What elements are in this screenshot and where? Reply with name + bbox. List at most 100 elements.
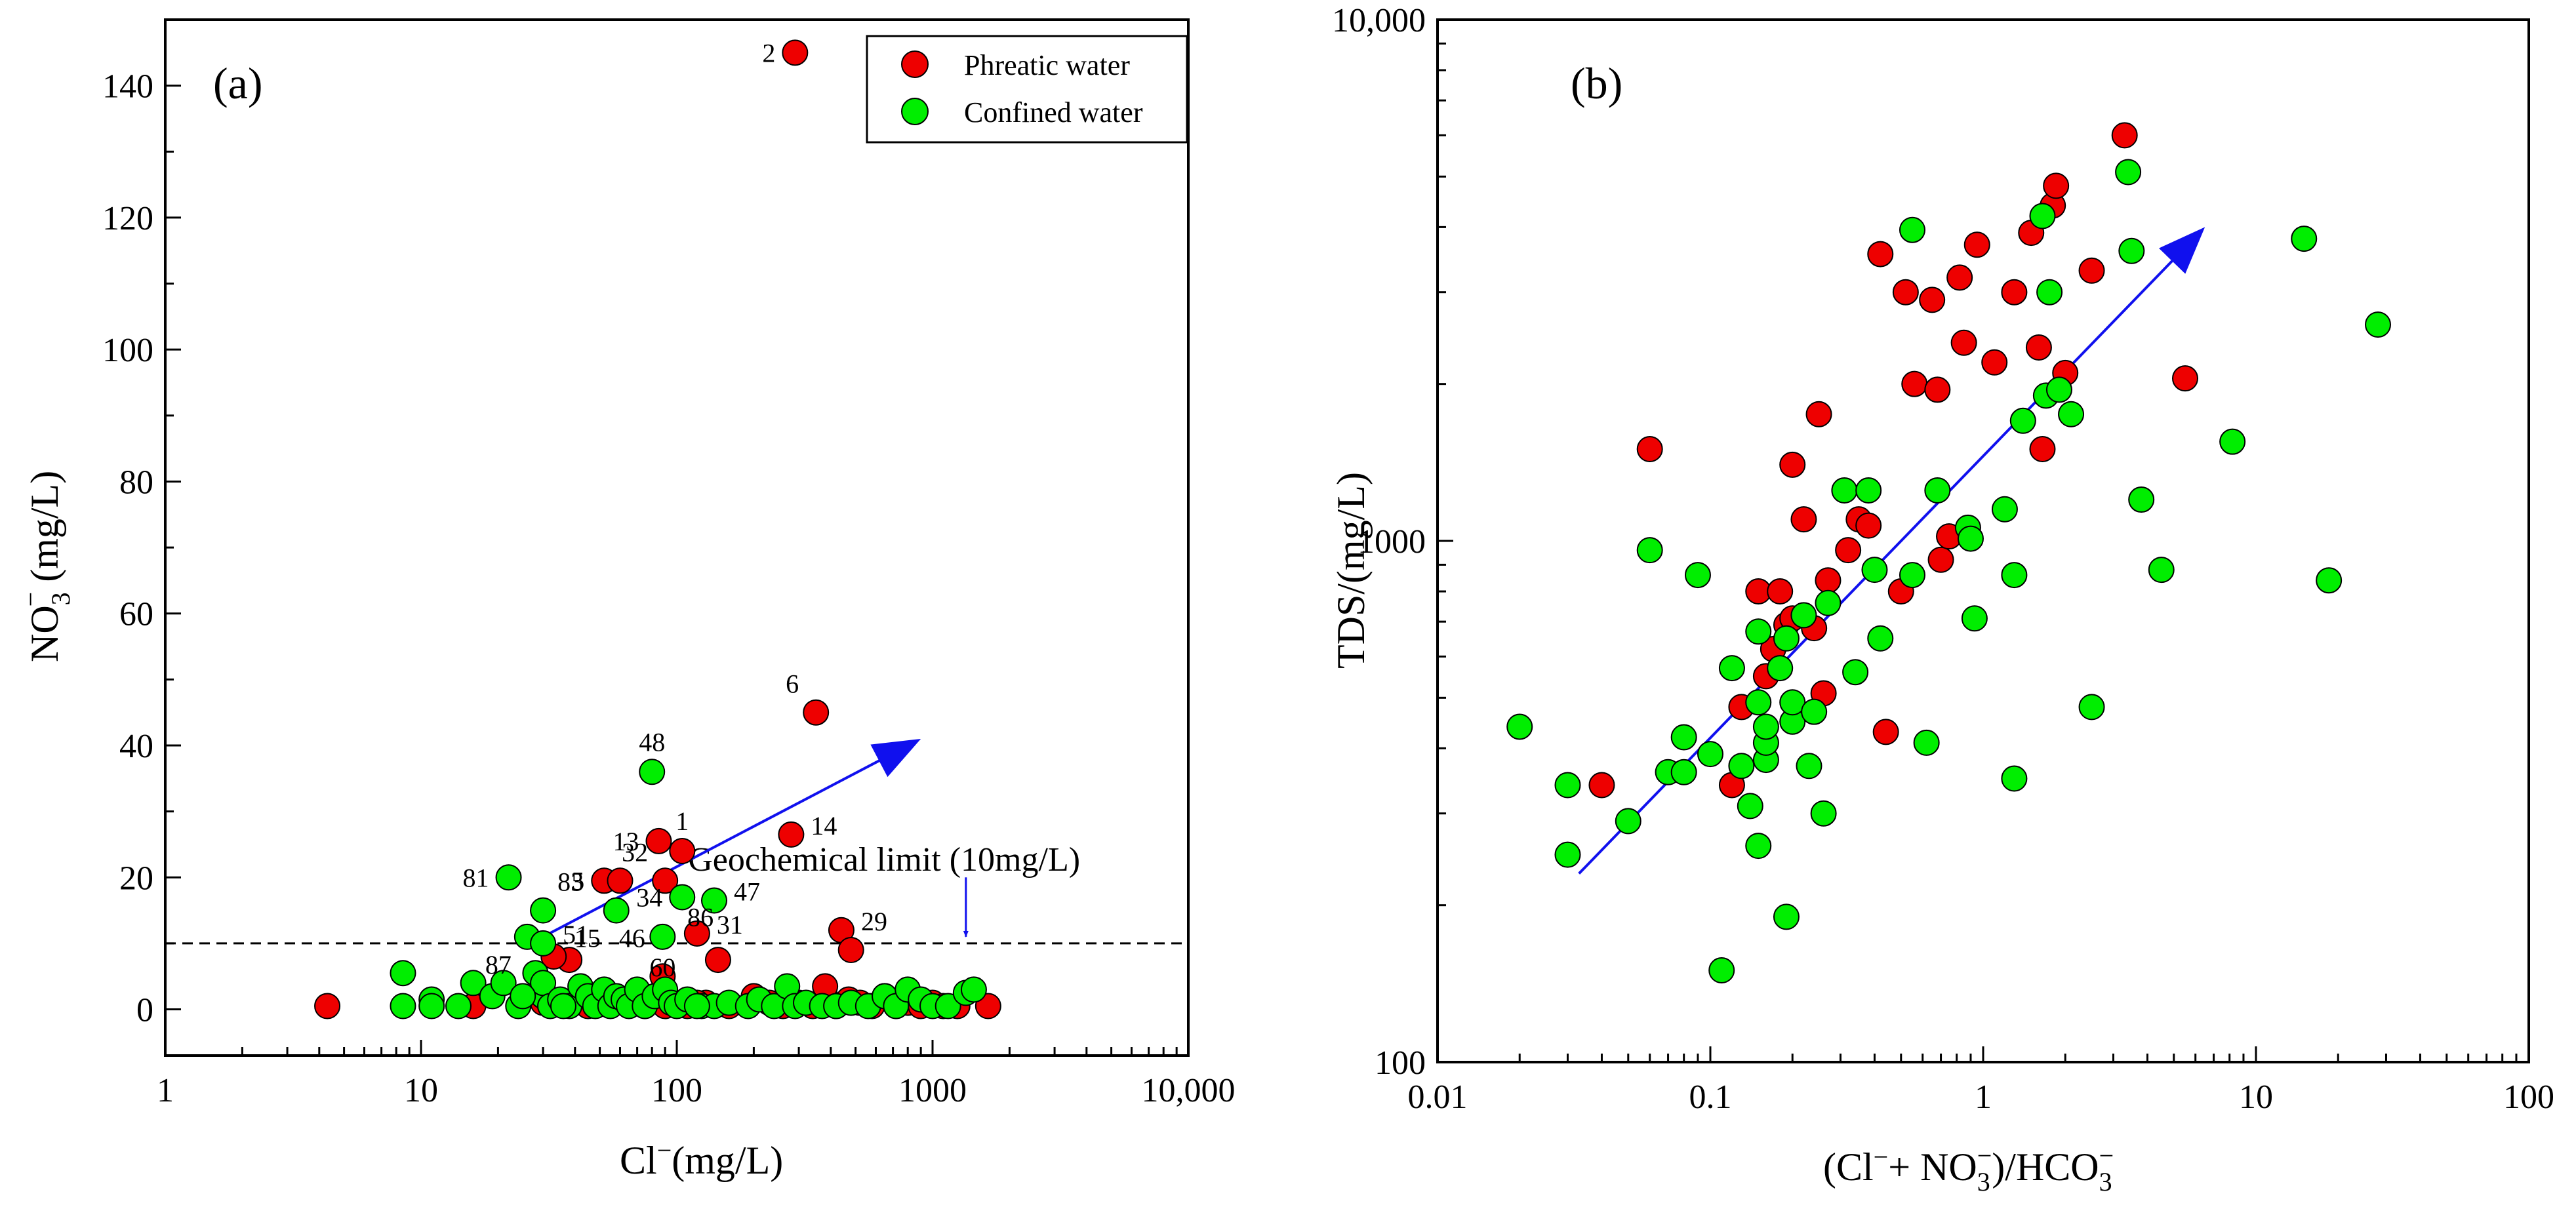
phreatic-point <box>1867 241 1894 267</box>
y-tick-label: 40 <box>119 728 153 765</box>
point-label: 87 <box>485 950 512 979</box>
y-tick-label: 80 <box>119 464 153 501</box>
y-tick-label: 120 <box>102 200 153 237</box>
confined-point <box>2009 407 2036 434</box>
confined-point <box>2001 562 2028 589</box>
point-label: 31 <box>717 910 743 940</box>
phreatic-point <box>314 993 341 1019</box>
point-label: 2 <box>762 38 775 68</box>
phreatic-point <box>2025 334 2052 361</box>
confined-point <box>1899 216 1925 243</box>
phreatic-point <box>1872 719 1899 745</box>
confined-point <box>460 970 487 997</box>
legend-label-phreatic: Phreatic water <box>964 49 1130 81</box>
phreatic-point <box>652 867 679 894</box>
confined-point <box>1670 724 1697 751</box>
panel-a-points <box>314 39 1001 1019</box>
confined-point <box>1767 655 1794 682</box>
confined-point <box>2118 237 2145 264</box>
confined-point <box>1842 659 1869 686</box>
confined-point <box>2001 765 2028 792</box>
confined-point <box>1913 729 1940 756</box>
panel-a-y-axis-title: NO3− (mg/L) <box>16 471 75 662</box>
phreatic-point <box>1855 512 1882 539</box>
y-tick-label: 100 <box>102 332 153 369</box>
confined-point <box>1615 808 1641 835</box>
phreatic-point <box>1805 401 1832 427</box>
point-label: 86 <box>687 903 714 932</box>
phreatic-point <box>2171 365 2198 392</box>
panel-a-xlabel-main: Cl <box>620 1139 657 1182</box>
panel-a-xlabel-unit: (mg/L) <box>672 1139 783 1182</box>
panel-b-xlabel-sup3: − <box>2099 1141 2114 1170</box>
confined-point <box>530 930 557 957</box>
confined-point <box>2029 203 2056 229</box>
panel-b-y-axis-title: TDS/(mg/L) <box>1329 472 1373 669</box>
confined-point <box>1684 562 1711 589</box>
confined-point <box>1708 957 1735 984</box>
y-tick-label: 1000 <box>1358 523 1426 561</box>
confined-point <box>649 923 676 950</box>
x-tick-label: 10,000 <box>1142 1072 1236 1109</box>
confined-point <box>1773 903 1800 930</box>
confined-point <box>1737 793 1763 820</box>
phreatic-point <box>1927 546 1954 573</box>
confined-point <box>1790 602 1817 629</box>
confined-point <box>1779 689 1806 716</box>
confined-point <box>510 983 536 1010</box>
phreatic-point <box>2029 436 2056 463</box>
confined-point <box>1554 772 1581 799</box>
panel-b-points <box>1506 122 2392 984</box>
phreatic-point <box>1924 376 1951 403</box>
confined-point <box>1728 753 1755 780</box>
confined-point <box>2036 279 2063 306</box>
confined-point <box>390 993 416 1019</box>
phreatic-point <box>803 699 830 726</box>
confined-point <box>550 993 576 1019</box>
confined-point <box>1697 741 1723 768</box>
confined-point <box>935 993 961 1019</box>
confined-point <box>1855 477 1882 504</box>
x-tick-label: 10 <box>404 1072 438 1109</box>
point-label: 1 <box>675 806 689 836</box>
panel-b-ticks <box>1436 42 2518 1063</box>
point-label: 5 <box>571 866 584 896</box>
confined-point <box>1554 841 1581 868</box>
panel-a: 1 10 100 1000 10,000 0 20 40 60 80 100 120 140 Geoch… <box>16 18 1236 1182</box>
confined-point <box>1745 833 1772 860</box>
x-tick-label: 1000 <box>898 1072 967 1109</box>
panel-b-xlabel-sub2: 3 <box>2099 1167 2112 1197</box>
point-label: 29 <box>861 907 887 936</box>
panel-b-xlabel-sup2: − <box>1977 1141 1992 1170</box>
panel-b-xlabel-sub: 3 <box>1977 1167 1990 1197</box>
confined-point <box>2148 557 2175 584</box>
panel-a-tick-labels: 1 10 100 1000 10,000 0 20 40 60 80 100 120 140 <box>102 68 1236 1109</box>
phreatic-point <box>669 838 696 865</box>
confined-point <box>1831 477 1858 504</box>
panel-a-ylabel-unit: (mg/L) <box>23 471 66 592</box>
x-tick-label: 100 <box>2503 1078 2554 1116</box>
phreatic-point <box>1835 537 1862 564</box>
phreatic-point <box>1901 370 1928 397</box>
phreatic-point <box>683 920 710 947</box>
phreatic-point <box>782 39 809 66</box>
legend-marker-phreatic <box>901 50 929 78</box>
confined-point <box>700 887 727 914</box>
x-tick-label: 0.1 <box>1689 1078 1732 1116</box>
confined-point <box>669 884 696 911</box>
panel-b-xlabel-tail: )/HCO <box>1992 1145 2099 1189</box>
panel-a-trend-arrowhead <box>870 738 921 778</box>
panel-a-trend-arrow <box>542 756 887 938</box>
phreatic-point <box>1946 264 1973 291</box>
panel-b-label: (b) <box>1571 58 1622 108</box>
confined-point <box>2291 226 2318 252</box>
panel-b-x-axis-title: (Cl−+ NO3−)/HCO3− <box>1823 1141 2114 1197</box>
geochemical-limit-label: Geochemical limit (10mg/L) <box>688 841 1080 879</box>
confined-point <box>1867 625 1894 652</box>
phreatic-point <box>1636 436 1663 463</box>
phreatic-point <box>837 936 864 963</box>
phreatic-point <box>704 947 731 974</box>
phreatic-point <box>1790 506 1817 533</box>
